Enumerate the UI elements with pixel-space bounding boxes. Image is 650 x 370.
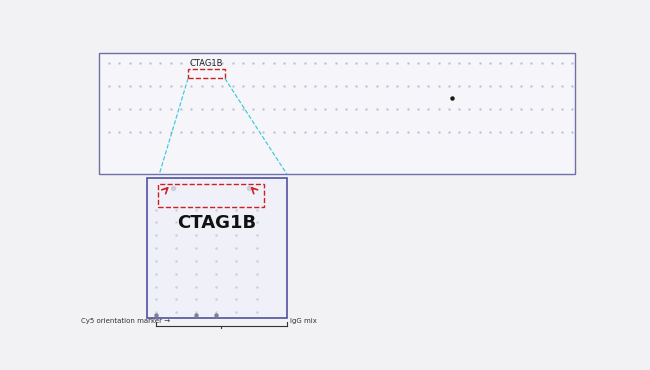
Text: Cy5 orientation marker →: Cy5 orientation marker → xyxy=(81,318,170,324)
Text: IgG mix: IgG mix xyxy=(291,318,317,324)
Bar xyxy=(147,178,287,318)
Text: CTAG1B: CTAG1B xyxy=(177,214,256,232)
Bar xyxy=(188,69,225,78)
Bar xyxy=(99,53,575,174)
Text: CTAG1B: CTAG1B xyxy=(190,60,224,68)
Bar xyxy=(159,184,264,207)
